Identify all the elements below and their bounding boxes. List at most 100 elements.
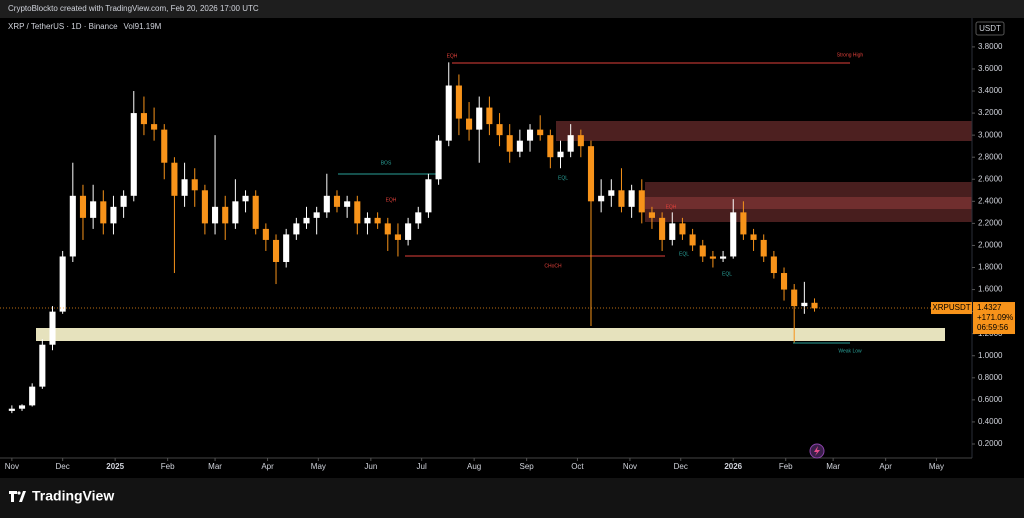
candle-body [18, 405, 26, 409]
demand-zone [36, 328, 945, 341]
candle-body [364, 217, 371, 224]
volume-label: Vol [124, 22, 135, 31]
annotation: EQH [447, 53, 458, 59]
candle-body [181, 179, 188, 196]
annotation: EQH [386, 197, 397, 203]
x-tick-label: 2025 [106, 462, 124, 471]
candle-body [669, 223, 676, 240]
x-tick-label: Mar [826, 462, 840, 471]
annotation: EQH [666, 204, 677, 210]
candle-body [29, 386, 36, 406]
x-tick-label: Jun [364, 462, 377, 471]
x-tick-label: Dec [56, 462, 70, 471]
candle-body [242, 195, 249, 202]
candle-body [577, 135, 584, 147]
candle-body [547, 135, 554, 158]
annotation: Strong High [837, 52, 864, 58]
candle-body [455, 85, 462, 119]
candle-body [39, 344, 46, 387]
candle-body [750, 234, 757, 240]
currency-box [975, 21, 1005, 36]
y-tick-label: 2.6000 [978, 174, 1003, 183]
symbol: XRP / TetherUS · 1D · Binance [8, 22, 118, 31]
candle-body [212, 206, 219, 224]
currency: USDT [979, 24, 1001, 33]
footer-brand: TradingView [32, 488, 114, 504]
candle-body [354, 201, 361, 224]
annotation: EQL [679, 251, 689, 257]
candle-body [659, 217, 666, 240]
candle-body [811, 302, 818, 309]
candle-body [140, 113, 147, 125]
candle-body [384, 223, 391, 235]
candle-body [445, 85, 452, 141]
candle-body [303, 217, 310, 224]
candle-body [557, 151, 564, 158]
y-tick-label: 2.0000 [978, 241, 1003, 250]
y-tick-label: 0.4000 [978, 417, 1003, 426]
candle-body [293, 223, 300, 235]
volume: 91.19M [135, 22, 162, 31]
y-tick-label: 1.6000 [978, 285, 1003, 294]
x-tick-label: Oct [571, 462, 584, 471]
y-tick-label: 0.8000 [978, 373, 1003, 382]
y-tick-label: 2.8000 [978, 152, 1003, 161]
annotation: EQL [558, 175, 568, 181]
candle-body [740, 212, 747, 235]
annotation: CHoCH [544, 263, 562, 269]
candle-body [628, 190, 635, 207]
candle-body [476, 107, 483, 130]
candle-body [59, 256, 66, 312]
candle-body [120, 195, 127, 207]
candle-body [161, 129, 168, 163]
y-tick-label: 1.0000 [978, 351, 1003, 360]
symbol-tag-box [931, 302, 972, 315]
candle-body [344, 201, 351, 207]
candle-body [516, 140, 523, 152]
candle-body [8, 408, 15, 411]
annotation: EQL [722, 271, 732, 277]
candle-body [415, 212, 422, 224]
x-tick-label: Dec [674, 462, 688, 471]
x-tick-label: Sep [520, 462, 535, 471]
symbol-tag: XRPUSDT [932, 303, 970, 312]
y-tick-label: 0.2000 [978, 439, 1003, 448]
candle-body [780, 273, 788, 290]
candle-body [506, 135, 513, 152]
candle-body [49, 311, 56, 345]
annotation: BOS [381, 160, 392, 166]
candle-body [79, 195, 87, 218]
supply-zone [556, 121, 972, 141]
x-tick-label: Apr [261, 462, 274, 471]
x-tick-label: Mar [208, 462, 222, 471]
candle-body [313, 212, 320, 218]
x-tick-label: Aug [467, 462, 481, 471]
candle-body [720, 256, 727, 259]
last-change: +171.09% [977, 313, 1013, 322]
candle-body [496, 124, 503, 136]
candle-body [252, 195, 259, 229]
annotations: BOS CHoCH EQH EQH EQH Strong High EQL EQ… [381, 52, 864, 354]
candle-body [760, 239, 767, 257]
candle-body [598, 195, 605, 202]
y-tick-label: 3.8000 [978, 42, 1003, 51]
candle-body [791, 289, 798, 307]
candle-body [537, 129, 544, 136]
top-bar [0, 0, 1024, 18]
candle-body [679, 223, 686, 235]
y-tick-label: 0.6000 [978, 395, 1003, 404]
candle-body [648, 212, 655, 218]
x-tick-label: Feb [779, 462, 793, 471]
y-tick-label: 3.6000 [978, 64, 1003, 73]
y-tick-label: 3.0000 [978, 130, 1003, 139]
x-tick-label: 2026 [724, 462, 742, 471]
footer-bar [0, 478, 1024, 518]
candle-body [618, 190, 625, 207]
candle-body [222, 206, 229, 224]
candle-body [69, 195, 76, 257]
annotation: Weak Low [838, 348, 862, 354]
candle-body [405, 223, 412, 240]
y-tick-label: 3.2000 [978, 108, 1003, 117]
candle-body [699, 245, 706, 257]
